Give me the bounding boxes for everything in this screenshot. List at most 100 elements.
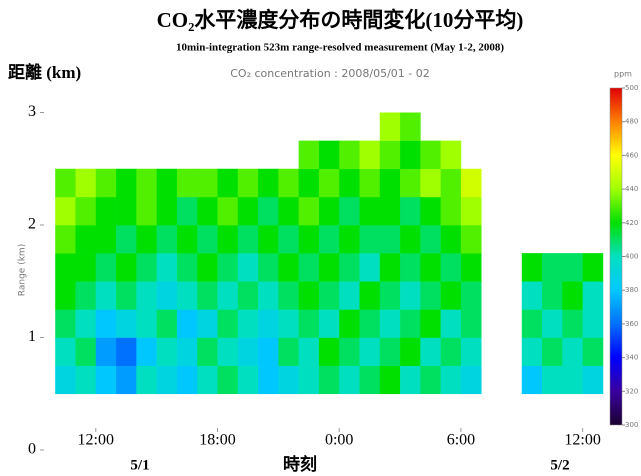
heatmap-cell	[379, 112, 401, 141]
heatmap-cell	[460, 337, 482, 366]
heatmap-cell	[75, 365, 97, 395]
heatmap-cell	[440, 140, 462, 170]
heatmap-cell	[440, 337, 462, 366]
heatmap-cell	[440, 309, 462, 338]
heatmap-cell	[197, 168, 218, 198]
heatmap-cell	[55, 196, 76, 226]
heatmap-cell	[400, 140, 421, 170]
heatmap-cell	[176, 281, 198, 310]
heatmap-cell	[116, 225, 137, 254]
heatmap-cell	[339, 140, 360, 170]
x-tick-label: 12:00	[564, 432, 600, 449]
heatmap-cell	[197, 253, 218, 282]
heatmap-cell	[258, 281, 279, 310]
heatmap-cell	[176, 253, 198, 282]
colorbar-label: ppm	[614, 70, 632, 79]
heatmap-cell	[359, 168, 381, 198]
heatmap-cell	[339, 168, 360, 198]
inner-y-label: Range (km)	[18, 244, 28, 296]
heatmap-cell	[197, 309, 218, 338]
heatmap-cell	[339, 281, 360, 310]
date-label: 5/2	[550, 457, 569, 473]
heatmap-cell	[542, 337, 563, 366]
colorbar-tick-label: 360	[625, 320, 638, 328]
heatmap-cell	[136, 309, 157, 338]
heatmap-cell	[379, 309, 401, 338]
heatmap-cell	[400, 168, 421, 198]
colorbar-tick-label: 320	[625, 387, 638, 395]
heatmap-cell	[156, 281, 178, 310]
heatmap-cell	[318, 168, 340, 198]
heatmap-cell	[400, 281, 421, 310]
heatmap-cell	[116, 281, 137, 310]
heatmap-cell	[237, 225, 259, 254]
heatmap-cell	[75, 168, 97, 198]
heatmap-cell	[298, 196, 320, 226]
heatmap-cell	[379, 281, 401, 310]
heatmap-cell	[318, 309, 340, 338]
heatmap-cell	[156, 309, 178, 338]
heatmap-cell	[359, 253, 381, 282]
heatmap-cell	[562, 365, 583, 395]
heatmap-cell	[197, 196, 218, 226]
heatmap-cell	[298, 225, 320, 254]
heatmap-cell	[440, 365, 462, 395]
colorbar-tick-label: 340	[625, 354, 638, 362]
heatmap-cell	[298, 281, 320, 310]
heatmap-cell	[359, 337, 381, 366]
heatmap-cell	[278, 365, 299, 395]
heatmap-cell	[440, 196, 462, 226]
heatmap-cell	[359, 196, 381, 226]
heatmap-cell	[278, 168, 299, 198]
heatmap-cell	[420, 196, 441, 226]
colorbar-tick-label: 380	[625, 286, 638, 294]
heatmap-cell	[116, 365, 137, 395]
y-tick-label: 1	[28, 328, 36, 345]
heatmap-cell	[55, 225, 76, 254]
heatmap-cell	[55, 281, 76, 310]
heatmap-cell	[562, 253, 583, 282]
heatmap-cell	[359, 225, 381, 254]
heatmap-cell	[95, 253, 117, 282]
heatmap-cell	[237, 365, 259, 395]
heatmap-cell	[318, 337, 340, 366]
heatmap-cell	[136, 225, 157, 254]
heatmap-cell	[156, 253, 178, 282]
heatmap-cell	[156, 225, 178, 254]
heatmap-cell	[298, 168, 320, 198]
heatmap-cell	[217, 225, 239, 254]
heatmap-cell	[116, 309, 137, 338]
heatmap-cell	[95, 168, 117, 198]
heatmap-cell	[237, 337, 259, 366]
heatmap-cell	[318, 365, 340, 395]
heatmap-cell	[237, 309, 259, 338]
colorbar-tick-label: 400	[625, 253, 638, 261]
heatmap-cell	[420, 253, 441, 282]
heatmap-cell	[258, 309, 279, 338]
heatmap-cell	[278, 281, 299, 310]
chart-title: CO₂水平濃度分布の時間変化(10分平均)	[157, 8, 524, 32]
heatmap-cell	[95, 309, 117, 338]
heatmap-cell	[258, 196, 279, 226]
heatmap-cell	[156, 168, 178, 198]
heatmap-cell	[258, 337, 279, 366]
heatmap-cell	[359, 281, 381, 310]
heatmap-cell	[582, 281, 604, 310]
heatmap-cell	[156, 337, 178, 366]
heatmap-cell	[339, 225, 360, 254]
heatmap-cell	[55, 337, 76, 366]
heatmap-cell	[95, 365, 117, 395]
heatmap-cell	[440, 168, 462, 198]
heatmap-cell	[379, 365, 401, 395]
heatmap-cell	[562, 309, 583, 338]
heatmap-cell	[75, 225, 97, 254]
heatmap-cell	[582, 337, 604, 366]
heatmap-cell	[318, 253, 340, 282]
heatmap-cell	[55, 365, 76, 395]
heatmap-cell	[339, 253, 360, 282]
heatmap-cell	[95, 225, 117, 254]
heatmap-cell	[318, 225, 340, 254]
heatmap-cell	[420, 365, 441, 395]
heatmap-cell	[460, 365, 482, 395]
